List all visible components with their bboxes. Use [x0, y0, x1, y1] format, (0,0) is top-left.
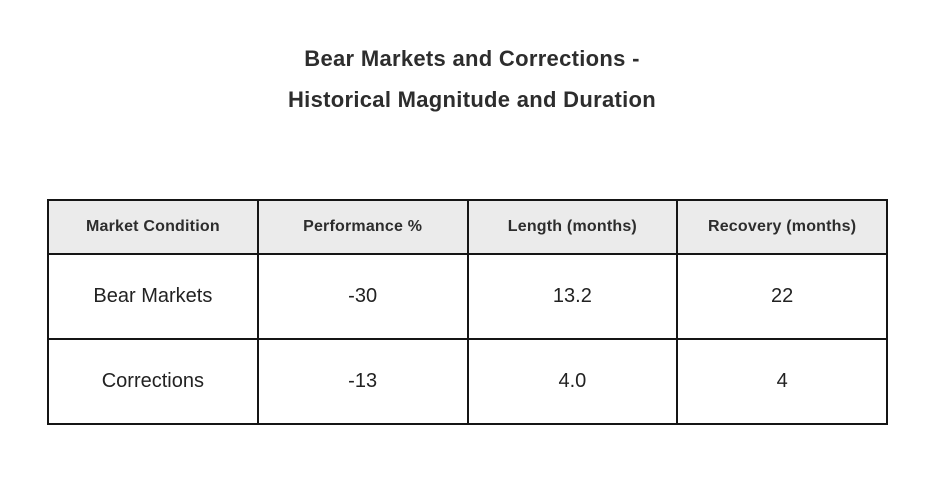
- header-performance-pct: Performance %: [256, 199, 469, 255]
- table-row-bear-markets: Bear Markets -30 13.2 22: [47, 253, 888, 340]
- table-header-row: Market Condition Performance % Length (m…: [47, 199, 888, 255]
- cell-corrections-condition: Corrections: [47, 338, 259, 425]
- table-head: Market Condition Performance % Length (m…: [47, 199, 888, 255]
- table-body: Bear Markets -30 13.2 22 Corrections -13…: [47, 253, 888, 425]
- header-length-months: Length (months): [466, 199, 679, 255]
- header-recovery-months: Recovery (months): [676, 199, 888, 255]
- cell-bear-markets-condition: Bear Markets: [47, 253, 259, 340]
- cell-bear-markets-performance: -30: [256, 253, 469, 340]
- page-title-line-2: Historical Magnitude and Duration: [287, 87, 657, 112]
- bear-markets-table: Market Condition Performance % Length (m…: [47, 199, 888, 425]
- page-title: Bear Markets and Corrections - Historica…: [0, 38, 944, 120]
- page-title-line-1: Bear Markets and Corrections -: [304, 46, 640, 71]
- table-row-corrections: Corrections -13 4.0 4: [47, 338, 888, 425]
- cell-bear-markets-recovery: 22: [676, 253, 888, 340]
- cell-corrections-performance: -13: [256, 338, 469, 425]
- header-market-condition: Market Condition: [47, 199, 259, 255]
- cell-corrections-recovery: 4: [676, 338, 888, 425]
- cell-bear-markets-length: 13.2: [466, 253, 679, 340]
- cell-corrections-length: 4.0: [466, 338, 679, 425]
- page: Bear Markets and Corrections - Historica…: [0, 38, 944, 425]
